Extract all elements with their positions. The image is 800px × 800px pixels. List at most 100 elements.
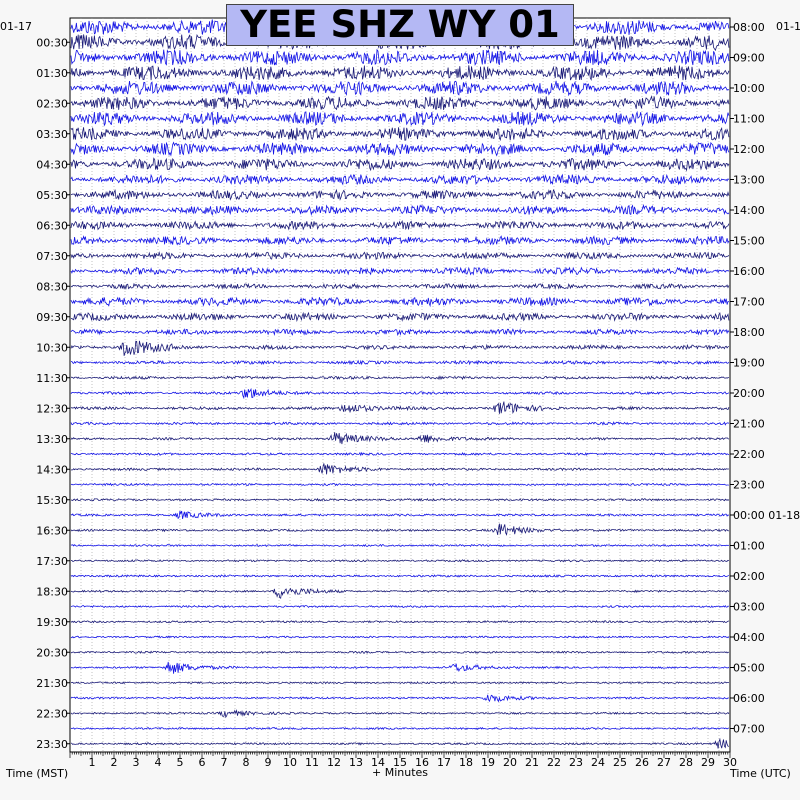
trace-row (70, 235, 730, 246)
left-tick-label: 17:30 (36, 555, 68, 568)
grid-layer (80, 18, 720, 752)
right-tick-label: 09:00 (733, 52, 765, 65)
trace-row (70, 635, 730, 639)
right-tick-label: 14:00 (733, 204, 765, 217)
minute-tick-label: 9 (265, 756, 272, 769)
right-tick-label: 06:00 (733, 692, 765, 705)
left-tick-label: 01:30 (36, 67, 68, 80)
axis-layer: 00:30 01:30 02:30 03:30 04:30 05:30 06:30 07:30… (36, 21, 800, 769)
right-tick-label: 16:00 (733, 265, 765, 278)
minute-tick-label: 11 (305, 756, 319, 769)
left-tick-label: 14:30 (36, 463, 68, 476)
left-tick-label: 08:30 (36, 280, 68, 293)
left-tick-label: 21:30 (36, 677, 68, 690)
trace-row (70, 726, 730, 731)
trace-row (70, 80, 730, 97)
trace-row (70, 421, 730, 426)
left-tick-label: 05:30 (36, 189, 68, 202)
right-tick-label: 15:00 (733, 235, 765, 248)
trace-row (70, 203, 730, 216)
minute-tick-label: 19 (481, 756, 495, 769)
trace-row (70, 110, 730, 127)
trace-row (70, 694, 729, 703)
trace-row (70, 65, 730, 81)
trace-row (70, 559, 729, 563)
right-tick-label: 13:00 (733, 174, 765, 187)
minute-tick-label: 23 (569, 756, 583, 769)
minute-tick-label: 13 (349, 756, 363, 769)
right-tick-label: 01:00 (733, 540, 765, 553)
trace-row (70, 251, 730, 261)
right-tick-label: 20:00 (733, 387, 765, 400)
left-tick-label: 13:30 (36, 433, 68, 446)
trace-row (70, 709, 730, 719)
left-tick-label: 11:30 (36, 372, 68, 385)
minute-tick-label: 7 (221, 756, 228, 769)
minute-tick-label: 1 (89, 756, 96, 769)
left-tick-label: 03:30 (36, 128, 68, 141)
trace-row (70, 126, 730, 142)
right-tick-label: 10:00 (733, 82, 765, 95)
left-tick-label: 06:30 (36, 219, 68, 232)
trace-row (70, 387, 730, 400)
left-tick-label: 10:30 (36, 341, 68, 354)
left-tick-label: 07:30 (36, 250, 68, 263)
minute-tick-label: 22 (547, 756, 561, 769)
right-tick-label: 22:00 (733, 448, 765, 461)
right-tick-label: 11:00 (733, 113, 765, 126)
minute-tick-label: 20 (503, 756, 517, 769)
chart-title: YEE SHZ WY 01 (226, 4, 574, 46)
left-tick-label: 04:30 (36, 158, 68, 171)
right-tick-label: 08:00 (733, 21, 765, 34)
trace-row (70, 523, 729, 536)
minute-tick-label: 8 (243, 756, 250, 769)
trace-row (70, 141, 730, 157)
minute-tick-label: 18 (459, 756, 473, 769)
left-tick-label: 19:30 (36, 616, 68, 629)
minute-tick-label: 21 (525, 756, 539, 769)
left-tick-label: 16:30 (36, 524, 68, 537)
right-axis-label: Time (UTC) (730, 767, 791, 780)
minute-tick-label: 24 (591, 756, 605, 769)
left-tick-label: 18:30 (36, 585, 68, 598)
trace-row (70, 328, 730, 336)
trace-row (70, 604, 730, 609)
minute-tick-label: 5 (177, 756, 184, 769)
minute-tick-label: 16 (415, 756, 429, 769)
minute-tick-label: 27 (657, 756, 671, 769)
trace-row (70, 650, 730, 654)
left-tick-label: 02:30 (36, 97, 68, 110)
trace-row (70, 574, 730, 578)
right-tick-label: 07:00 (733, 723, 765, 736)
trace-row (70, 620, 730, 624)
date-left-label: 01-17 (0, 20, 32, 33)
trace-row (70, 451, 730, 457)
left-tick-label: 20:30 (36, 646, 68, 659)
trace-row (70, 463, 729, 475)
minute-tick-label: 2 (111, 756, 118, 769)
trace-row (70, 188, 730, 201)
trace-row (70, 340, 730, 356)
minute-tick-label: 10 (283, 756, 297, 769)
minute-tick-label: 17 (437, 756, 451, 769)
minute-tick-label: 29 (701, 756, 715, 769)
minute-tick-label: 14 (371, 756, 385, 769)
trace-row (70, 497, 730, 502)
trace-row (70, 401, 730, 414)
right-tick-label: 18:00 (733, 326, 765, 339)
trace-row (70, 587, 730, 599)
trace-row (70, 737, 729, 749)
left-tick-label: 00:30 (36, 36, 68, 49)
left-tick-label: 23:30 (36, 738, 68, 751)
trace-row (70, 432, 730, 445)
left-tick-label: 15:30 (36, 494, 68, 507)
trace-row (70, 48, 730, 66)
right-tick-label: 05:00 (733, 662, 765, 675)
minute-tick-label: 3 (133, 756, 140, 769)
x-axis-label: + Minutes (372, 766, 429, 779)
minute-tick-label: 6 (199, 756, 206, 769)
trace-row (71, 359, 730, 366)
left-tick-label: 09:30 (36, 311, 68, 324)
left-axis-label: Time (MST) (6, 767, 69, 780)
